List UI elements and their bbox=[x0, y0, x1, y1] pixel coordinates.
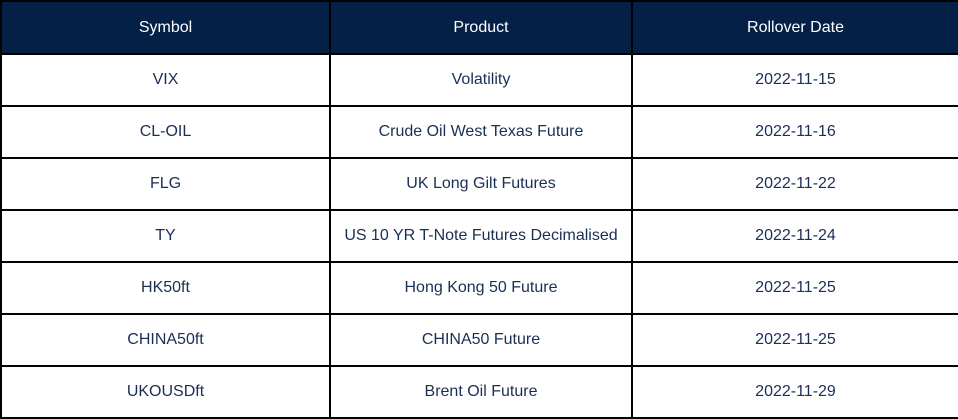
header-row: Symbol Product Rollover Date bbox=[0, 0, 958, 55]
symbol-cell: FLG bbox=[0, 157, 331, 211]
table-row: UKOUSDft Brent Oil Future 2022-11-29 bbox=[0, 365, 958, 419]
product-cell: Volatility bbox=[329, 53, 633, 107]
symbol-cell: UKOUSDft bbox=[0, 365, 331, 419]
table-row: CL-OIL Crude Oil West Texas Future 2022-11… bbox=[0, 105, 958, 159]
rollover-date-cell: 2022-11-25 bbox=[631, 261, 958, 315]
rollover-date-cell: 2022-11-25 bbox=[631, 313, 958, 367]
product-cell: Crude Oil West Texas Future bbox=[329, 105, 633, 159]
table-row: TY US 10 YR T-Note Futures Decimalised 202… bbox=[0, 209, 958, 263]
rollover-date-cell: 2022-11-24 bbox=[631, 209, 958, 263]
symbol-cell: VIX bbox=[0, 53, 331, 107]
product-cell: Hong Kong 50 Future bbox=[329, 261, 633, 315]
symbol-cell: TY bbox=[0, 209, 331, 263]
rollover-date-cell: 2022-11-22 bbox=[631, 157, 958, 211]
table-row: CHINA50ft CHINA50 Future 2022-11-25 bbox=[0, 313, 958, 367]
symbol-cell: CHINA50ft bbox=[0, 313, 331, 367]
product-cell: UK Long Gilt Futures bbox=[329, 157, 633, 211]
product-cell: Brent Oil Future bbox=[329, 365, 633, 419]
product-cell: CHINA50 Future bbox=[329, 313, 633, 367]
rollover-date-cell: 2022-11-16 bbox=[631, 105, 958, 159]
table-row: HK50ft Hong Kong 50 Future 2022-11-25 bbox=[0, 261, 958, 315]
table-row: FLG UK Long Gilt Futures 2022-11-22 bbox=[0, 157, 958, 211]
product-cell: US 10 YR T-Note Futures Decimalised bbox=[329, 209, 633, 263]
header-symbol: Symbol bbox=[0, 0, 331, 55]
header-rollover-date: Rollover Date bbox=[631, 0, 958, 55]
header-product: Product bbox=[329, 0, 633, 55]
table-row: VIX Volatility 2022-11-15 bbox=[0, 53, 958, 107]
symbol-cell: CL-OIL bbox=[0, 105, 331, 159]
rollover-date-cell: 2022-11-15 bbox=[631, 53, 958, 107]
symbol-cell: HK50ft bbox=[0, 261, 331, 315]
rollover-date-cell: 2022-11-29 bbox=[631, 365, 958, 419]
